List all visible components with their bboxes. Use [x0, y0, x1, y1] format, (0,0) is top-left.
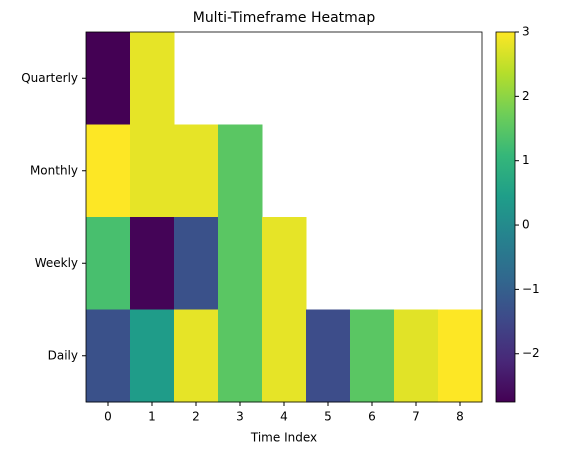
heatmap-cell: [218, 309, 263, 403]
heatmap-cell: [262, 217, 307, 310]
y-tick-label: Quarterly: [21, 71, 78, 85]
heatmap-cell: [350, 309, 395, 403]
x-tick-label: 7: [412, 410, 420, 424]
colorbar: [495, 31, 516, 403]
heatmap-cell: [174, 124, 219, 218]
y-tick-label: Monthly: [30, 163, 78, 177]
x-tick-label: 3: [236, 410, 244, 424]
x-tick-label: 8: [456, 410, 464, 424]
heatmap-cell: [86, 309, 131, 403]
x-tick-label: 0: [104, 410, 112, 424]
y-tick-label: Weekly: [35, 256, 78, 270]
heatmap-cell: [174, 217, 219, 310]
heatmap-cell: [174, 309, 219, 403]
colorbar-tick-label: 0: [522, 218, 530, 232]
heatmap-cell: [130, 309, 175, 403]
heatmap-cell: [130, 217, 175, 310]
heatmap-cell: [394, 309, 439, 403]
chart-title: Multi-Timeframe Heatmap: [193, 10, 376, 26]
x-tick-label: 6: [368, 410, 376, 424]
x-tick-label: 1: [148, 410, 156, 424]
heatmap-cell: [438, 309, 483, 403]
x-tick-label: 5: [324, 410, 332, 424]
colorbar-tick-label: 1: [522, 153, 530, 167]
x-axis-label: Time Index: [250, 431, 317, 445]
x-tick-label: 4: [280, 410, 288, 424]
heatmap-cell: [218, 217, 263, 310]
heatmap-cell: [130, 124, 175, 218]
colorbar-tick-label: 3: [522, 25, 530, 39]
heatmap-cell: [262, 309, 307, 403]
heatmap-cell: [86, 32, 131, 125]
heatmap-cell: [130, 32, 175, 125]
heatmap-cell: [86, 124, 131, 218]
y-tick-label: Daily: [48, 348, 78, 362]
colorbar-tick-label: 2: [522, 89, 530, 103]
colorbar-tick-label: −2: [522, 346, 540, 360]
heatmap-cell: [306, 309, 351, 403]
colorbar-tick-label: −1: [522, 282, 540, 296]
x-tick-label: 2: [192, 410, 200, 424]
heatmap-cell: [218, 124, 263, 218]
heatmap-cell: [86, 217, 131, 310]
